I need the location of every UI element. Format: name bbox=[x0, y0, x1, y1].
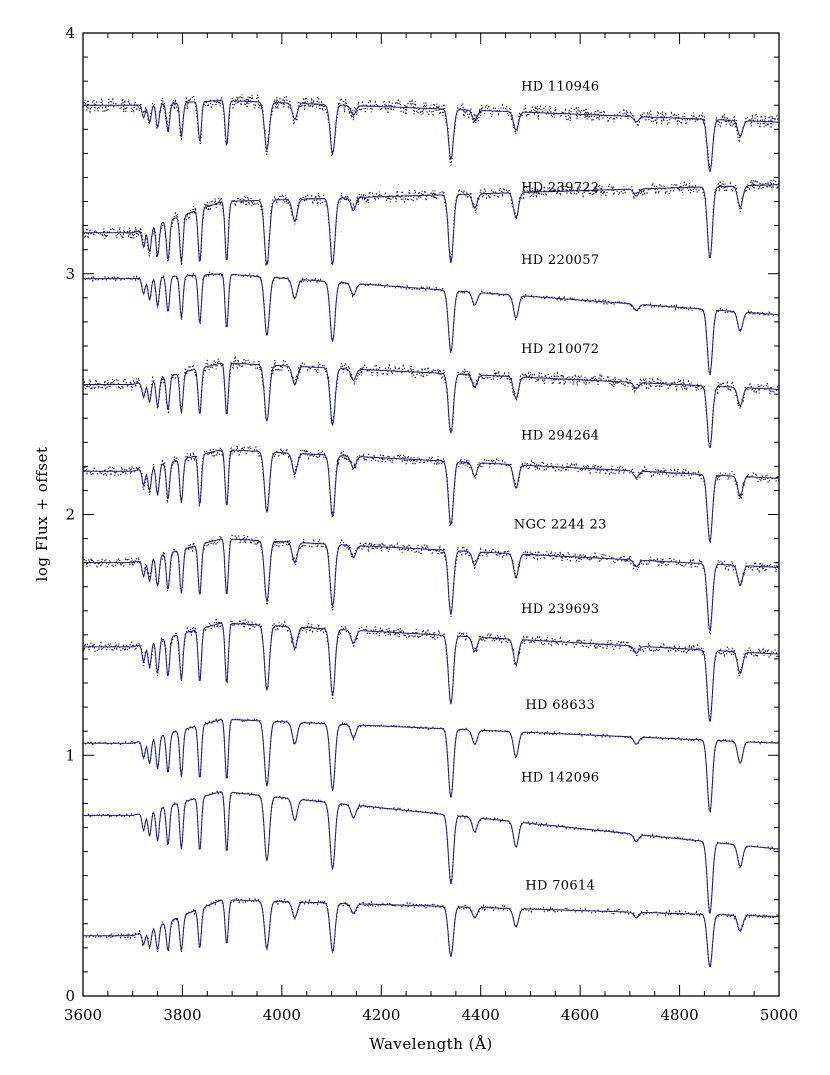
model-spectrum bbox=[83, 273, 780, 374]
series-label: HD 110946 bbox=[521, 79, 599, 94]
series-label: HD 142096 bbox=[521, 770, 599, 785]
model-spectrum bbox=[83, 99, 780, 172]
series-label: HD 68633 bbox=[525, 698, 595, 713]
x-tick-label: 4000 bbox=[263, 1006, 301, 1024]
axis-ticks bbox=[82, 32, 780, 997]
x-axis-title: Wavelength (Å) bbox=[369, 1035, 492, 1053]
y-tick-label: 1 bbox=[65, 746, 75, 764]
x-tick-label: 3600 bbox=[64, 1006, 102, 1024]
model-spectrum bbox=[83, 791, 780, 914]
y-tick-label: 0 bbox=[65, 987, 75, 1005]
model-spectrum bbox=[83, 184, 779, 266]
observed-spectrum bbox=[82, 271, 780, 376]
series-label: HD 210072 bbox=[521, 342, 599, 357]
axis-tick-labels: 3600 3800 4000 4200 4400 4600 4800 5000 0 1 2 3 4 bbox=[64, 24, 798, 1024]
x-tick-label: 4600 bbox=[561, 1006, 599, 1024]
observed-spectrum bbox=[82, 178, 780, 267]
y-axis-title: log Flux + offset bbox=[33, 447, 51, 582]
plot-area-border bbox=[82, 32, 780, 997]
model-spectrum bbox=[83, 449, 780, 542]
observed-spectrum bbox=[82, 897, 780, 969]
model-spectrum bbox=[83, 719, 779, 812]
y-tick-label: 4 bbox=[65, 24, 75, 42]
y-tick-label: 2 bbox=[65, 506, 75, 524]
x-tick-label: 3800 bbox=[163, 1006, 201, 1024]
model-spectrum bbox=[83, 362, 779, 448]
y-tick-label: 3 bbox=[65, 265, 75, 283]
observed-spectrum bbox=[82, 617, 780, 722]
x-tick-label: 4800 bbox=[660, 1006, 698, 1024]
series-label: NGC 2244 23 bbox=[514, 518, 607, 533]
observed-spectrum bbox=[82, 790, 780, 916]
model-spectrum bbox=[83, 899, 780, 967]
observed-spectrum bbox=[82, 717, 780, 813]
series-label: HD 294264 bbox=[521, 428, 599, 443]
series-label: HD 239722 bbox=[521, 181, 599, 196]
model-spectrum bbox=[83, 538, 780, 631]
plot-frame bbox=[82, 32, 780, 997]
series-labels: HD 110946 HD 239722 HD 220057 HD 210072 HD 2… bbox=[514, 79, 607, 893]
x-tick-label: 5000 bbox=[760, 1006, 798, 1024]
series-label: HD 220057 bbox=[521, 253, 599, 268]
observed-spectrum bbox=[82, 533, 780, 637]
series-label: HD 70614 bbox=[525, 879, 595, 894]
observed-spectrum bbox=[82, 444, 780, 543]
x-tick-label: 4200 bbox=[362, 1006, 400, 1024]
observed-spectrum bbox=[82, 93, 780, 170]
model-spectrum bbox=[83, 622, 779, 722]
spectra-series bbox=[82, 93, 780, 969]
series-label: HD 239693 bbox=[521, 602, 599, 617]
x-tick-label: 4400 bbox=[462, 1006, 500, 1024]
